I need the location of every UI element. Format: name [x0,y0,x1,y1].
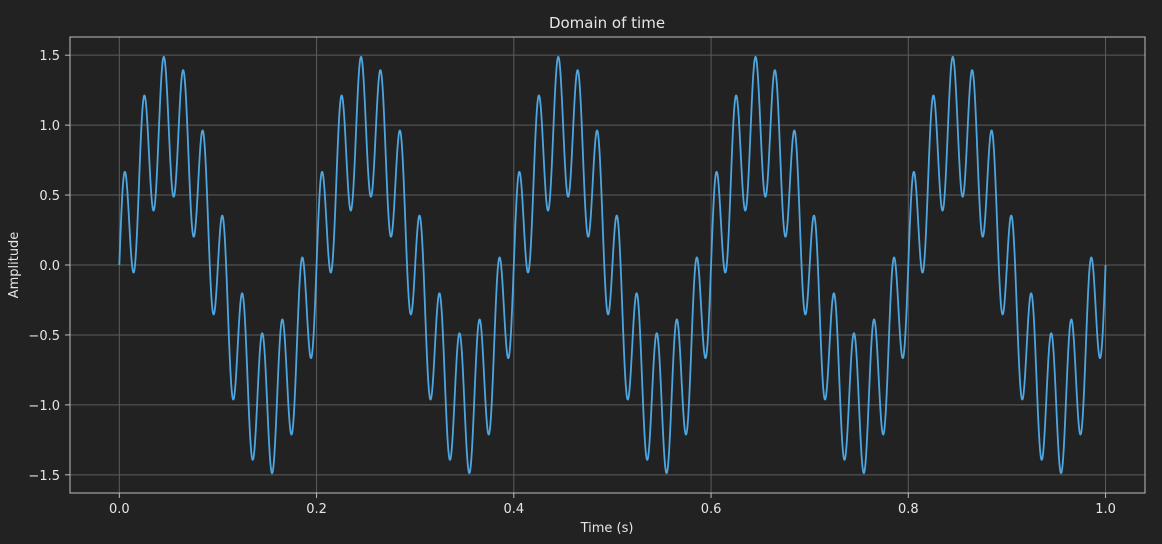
signal-line [118,56,1107,474]
chart-title: Domain of time [549,14,665,32]
y-tick-label: −0.5 [28,329,60,344]
y-tick-label: 1.0 [39,119,60,134]
x-tick-label: 0.0 [109,502,130,517]
x-tick-label: 1.0 [1095,502,1116,517]
x-tick-label: 0.8 [898,502,919,517]
series-layer [118,56,1107,474]
y-axis-label: Amplitude [7,232,22,299]
y-axis-ticks: 1.5 1.0 0.5 0.0 −0.5 −1.0 −1.5 [28,49,70,484]
x-tick-label: 0.4 [503,502,524,517]
y-tick-label: 1.5 [39,49,60,64]
x-axis-label: Time (s) [580,521,634,536]
y-tick-label: −1.5 [28,469,60,484]
y-tick-label: 0.0 [39,259,60,274]
x-tick-label: 0.2 [306,502,327,517]
x-axis-ticks: 0.0 0.2 0.4 0.6 0.8 1.0 [109,493,1116,517]
x-tick-label: 0.6 [701,502,722,517]
y-tick-label: 0.5 [39,189,60,204]
y-tick-label: −1.0 [28,399,60,414]
